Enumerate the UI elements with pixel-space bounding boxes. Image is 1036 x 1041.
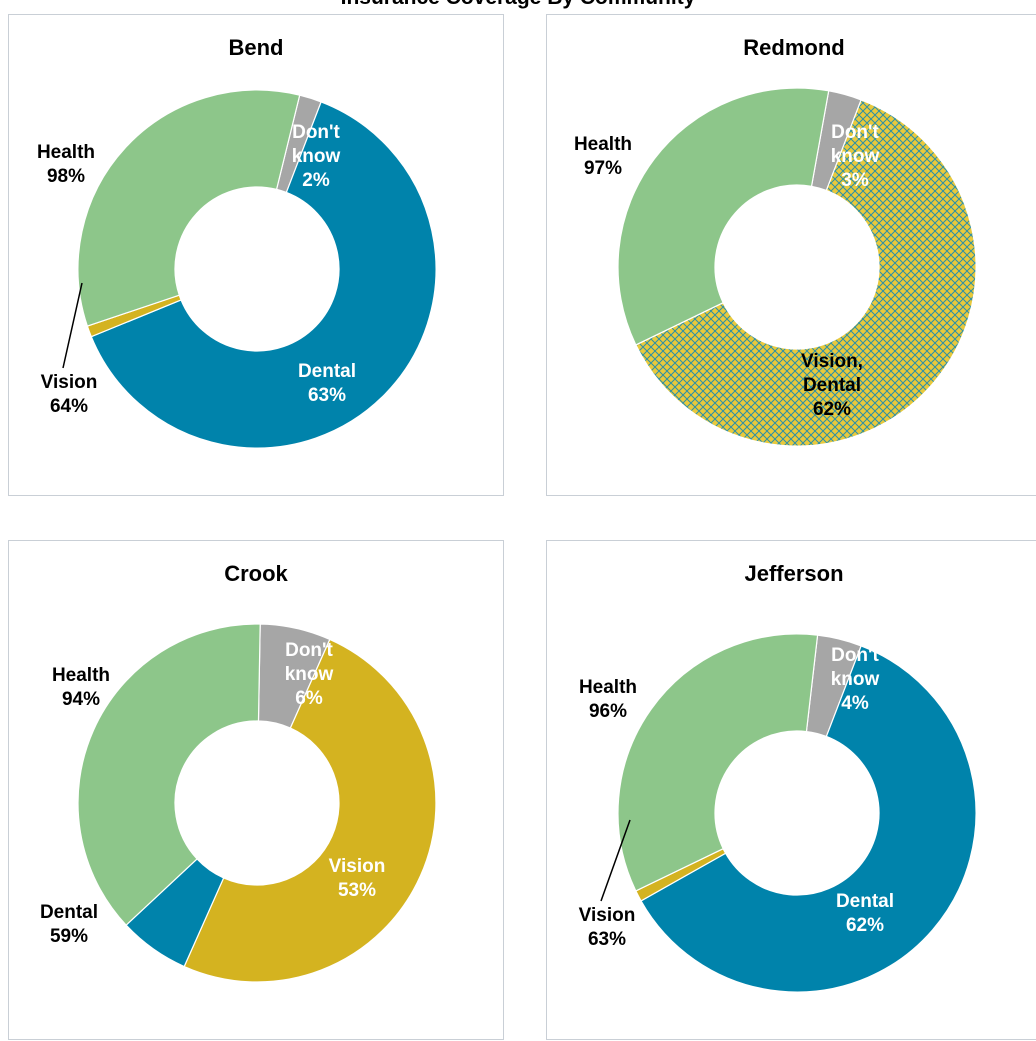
data-label-health: Health 96% xyxy=(579,677,637,722)
data-label-health: Health 97% xyxy=(574,134,632,179)
data-label-don-t-know: Don't know 2% xyxy=(292,122,341,191)
panel-title: Jefferson xyxy=(744,561,844,586)
panel-redmond: Redmond Don't know 3% Vision, Dental 62% Healt… xyxy=(546,14,1036,496)
panel-jefferson: Jefferson Don't know 4% Dental 62% Vision 63% H… xyxy=(546,540,1036,1040)
donut-chart-redmond: Don't know 3% Vision, Dental 62% Health 97% xyxy=(574,87,977,447)
panel-bend: Bend Don't know 2% Dental 63% Vision 64% Health… xyxy=(8,14,504,496)
slice-vision xyxy=(183,638,437,983)
data-label-dental: Dental 59% xyxy=(40,902,98,947)
data-label-don-t-know: Don't know 3% xyxy=(831,122,880,191)
panel-crook: Crook Don't know 6% Vision 53% Dental 59% Healt… xyxy=(8,540,504,1040)
slice-dental xyxy=(90,101,437,449)
data-label-health: Health 94% xyxy=(52,665,110,710)
data-label-dental: Dental 63% xyxy=(298,361,356,406)
data-label-vision-dental: Vision, Dental 62% xyxy=(801,351,863,420)
donut-chart-crook: Don't know 6% Vision 53% Dental 59% Health 94% xyxy=(40,623,437,983)
slice-health xyxy=(77,623,261,926)
data-label-health: Health 98% xyxy=(37,142,95,187)
data-label-vision: Vision 63% xyxy=(579,905,636,950)
slice-health xyxy=(617,87,830,346)
data-label-vision: Vision 64% xyxy=(41,372,98,417)
slice-health xyxy=(77,89,301,327)
leader-line-vision xyxy=(600,819,631,902)
slice-vision-dental xyxy=(635,99,977,447)
slice-health xyxy=(617,633,819,892)
panel-title: Crook xyxy=(224,561,288,586)
donut-chart-jefferson: Don't know 4% Dental 62% Vision 63% Health 96% xyxy=(579,633,977,993)
slice-dental xyxy=(640,645,977,993)
chart-title: Insurance Coverage By Community xyxy=(0,0,1036,10)
leader-line-vision xyxy=(62,282,83,369)
data-label-don-t-know: Don't know 6% xyxy=(285,640,334,709)
panel-title: Redmond xyxy=(743,35,845,60)
data-label-dental: Dental 62% xyxy=(836,891,894,936)
data-label-vision: Vision 53% xyxy=(329,856,386,901)
donut-chart-bend: Don't know 2% Dental 63% Vision 64% Health 98% xyxy=(37,89,437,449)
data-label-don-t-know: Don't know 4% xyxy=(831,645,880,714)
panel-title: Bend xyxy=(228,35,284,60)
